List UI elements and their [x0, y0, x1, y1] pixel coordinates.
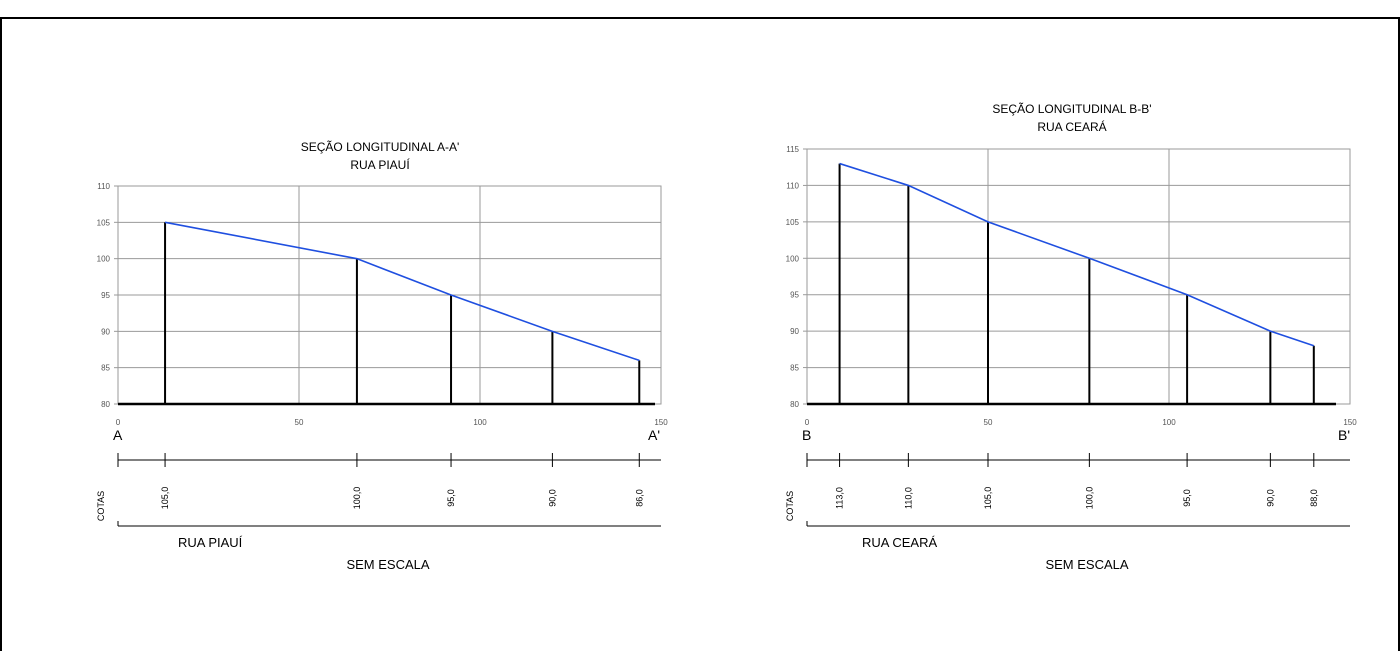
profile-line: [839, 162, 1315, 347]
y-tick-label: 105: [97, 218, 111, 227]
y-tick-label: 100: [786, 254, 800, 263]
scale-label: SEM ESCALA: [1045, 557, 1128, 572]
x-tick-label: 100: [473, 418, 487, 427]
x-tick-label: 0: [805, 418, 810, 427]
cota-label: 105,0: [983, 487, 993, 510]
y-tick-label: 85: [101, 364, 110, 373]
profile-line: [164, 221, 640, 362]
street-label: RUA PIAUÍ: [178, 535, 243, 550]
cota-label: 90,0: [1265, 489, 1275, 507]
cota-label: 100,0: [1084, 487, 1094, 510]
y-tick-label: 85: [790, 364, 799, 373]
y-tick-label: 95: [101, 291, 110, 300]
section-chart-b: SEÇÃO LONGITUDINAL B-B' RUA CEARÁ 80 85 90 95…: [785, 102, 1357, 572]
section-start-label: A: [113, 427, 123, 443]
cota-label: 110,0: [903, 487, 913, 509]
y-tick-label: 90: [101, 327, 110, 336]
cota-label: 113,0: [835, 487, 845, 509]
chart-subtitle: RUA PIAUÍ: [350, 157, 410, 172]
cota-label: 100,0: [352, 487, 362, 510]
cota-label: 88,0: [1309, 489, 1319, 507]
scale-label: SEM ESCALA: [346, 557, 429, 572]
x-tick-label: 150: [1343, 418, 1357, 427]
x-tick-label: 50: [295, 418, 304, 427]
cota-label: 90,0: [547, 489, 557, 507]
y-tick-label: 110: [786, 181, 799, 190]
cota-label: 95,0: [1182, 489, 1192, 507]
cota-label: 95,0: [446, 489, 456, 507]
y-tick-label: 80: [101, 400, 110, 409]
chart-title: SEÇÃO LONGITUDINAL B-B': [992, 102, 1151, 116]
y-tick-label: 100: [97, 255, 111, 264]
cotas-label: COTAS: [785, 491, 795, 521]
cota-label: 86,0: [634, 489, 644, 507]
street-label: RUA CEARÁ: [862, 535, 937, 550]
section-end-label: A': [648, 427, 660, 443]
x-tick-label: 150: [654, 418, 668, 427]
y-tick-label: 80: [790, 400, 799, 409]
y-tick-label: 105: [786, 218, 800, 227]
x-tick-label: 100: [1162, 418, 1176, 427]
cotas-label: COTAS: [96, 491, 106, 521]
y-tick-label: 95: [790, 291, 799, 300]
y-tick-label: 110: [97, 182, 110, 191]
y-tick-label: 90: [790, 327, 799, 336]
sheet-border: [0, 17, 1400, 651]
chart-subtitle: RUA CEARÁ: [1037, 119, 1106, 134]
section-end-label: B': [1338, 427, 1350, 443]
section-start-label: B: [802, 427, 811, 443]
cota-label: 105,0: [160, 487, 170, 510]
section-chart-a: SEÇÃO LONGITUDINAL A-A' RUA PIAUÍ 80 85 90 95…: [96, 140, 668, 572]
x-tick-label: 0: [116, 418, 121, 427]
plot-area: [806, 148, 1351, 405]
chart-title: SEÇÃO LONGITUDINAL A-A': [301, 140, 460, 154]
y-tick-label: 115: [786, 145, 799, 154]
x-tick-label: 50: [984, 418, 993, 427]
